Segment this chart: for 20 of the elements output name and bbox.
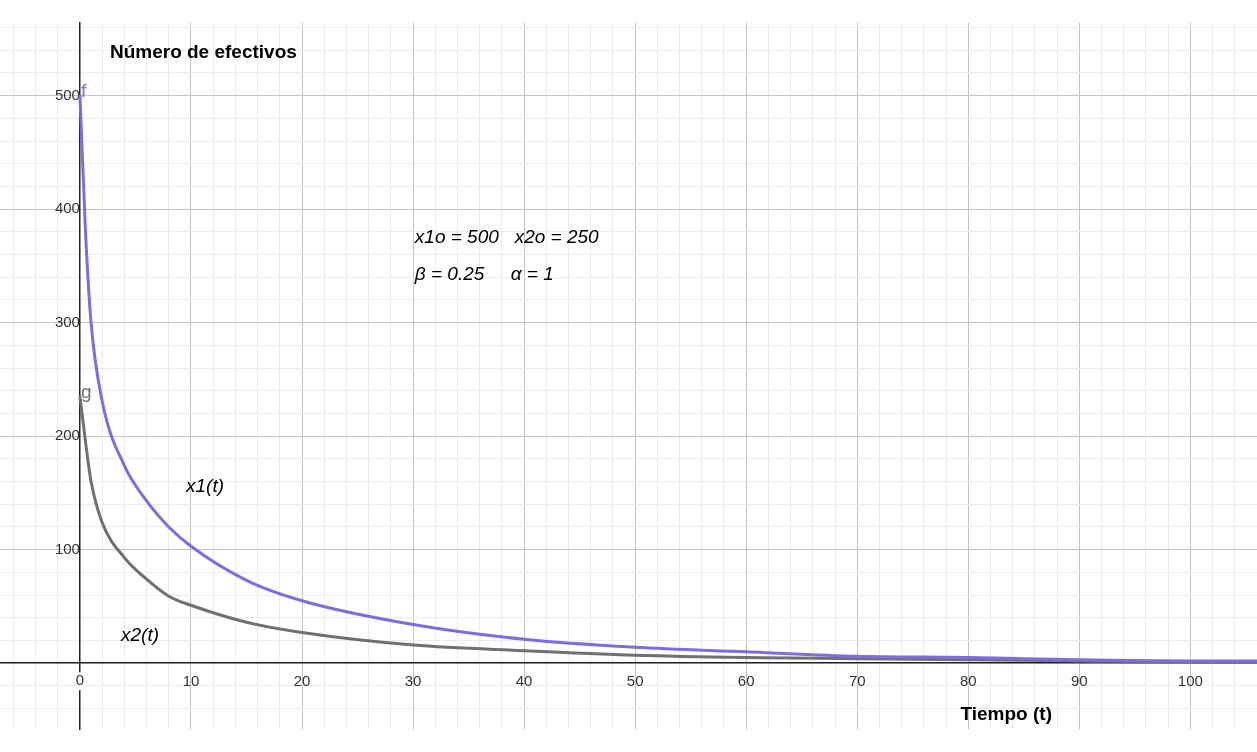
x-tick-label: 0 bbox=[75, 670, 85, 688]
x-tick-label: 50 bbox=[626, 672, 644, 690]
x-tick-label: 20 bbox=[293, 672, 311, 690]
x-tick-label: 60 bbox=[737, 672, 755, 690]
x-tick-label: 40 bbox=[515, 672, 533, 690]
series-label: x1(t) bbox=[184, 474, 224, 496]
y-axis-title: Número de efectivos bbox=[109, 41, 297, 63]
annotation: f bbox=[80, 79, 87, 101]
annotation: x1o = 500 x2o = 250 bbox=[413, 226, 600, 248]
x-tick-label: 100 bbox=[1177, 672, 1203, 690]
y-tick-label: 500 bbox=[54, 85, 80, 103]
x-tick-label: 80 bbox=[959, 672, 977, 690]
x-tick-label: 70 bbox=[848, 672, 866, 690]
annotation: β = 0.25 α = 1 bbox=[413, 263, 554, 285]
x-tick-label: 10 bbox=[182, 672, 200, 690]
x-tick-label: 90 bbox=[1070, 672, 1088, 690]
x-tick-label: 30 bbox=[404, 672, 422, 690]
x-axis-title: Tiempo (t) bbox=[960, 703, 1052, 725]
annotation: g bbox=[80, 380, 92, 402]
series-label: x2(t) bbox=[119, 623, 159, 645]
